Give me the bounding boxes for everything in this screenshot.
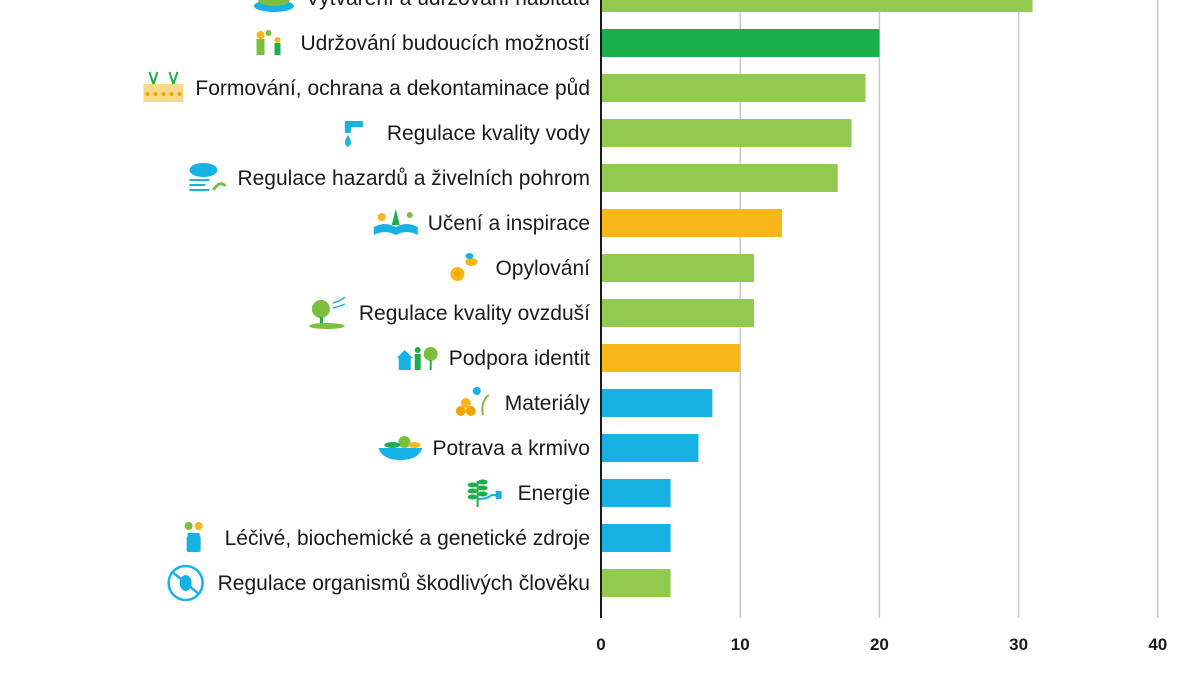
category-label: Vytváření a udržování habitatů: [306, 0, 590, 10]
bar: [601, 254, 755, 282]
storm-cloud-icon: [189, 163, 227, 191]
plant-plug-icon: [467, 479, 502, 507]
category-label: Formování, ochrana a dekontaminace půd: [195, 77, 590, 100]
tree-wind-icon: [308, 296, 346, 329]
bar: [601, 344, 741, 372]
category-label: Energie: [518, 482, 590, 505]
category-label: Léčivé, biochemické a genetické zdroje: [225, 527, 590, 550]
category-labels: Vytváření a udržování habitatů Udržování …: [195, 0, 590, 595]
x-tick-label: 30: [1009, 635, 1028, 654]
category-label: Regulace organismů škodlivých člověku: [218, 572, 590, 595]
bar: [601, 209, 782, 237]
x-tick-label: 0: [596, 635, 605, 654]
house-person-tree-icon: [396, 347, 438, 370]
category-label: Regulace kvality ovzduší: [359, 302, 590, 325]
category-label: Udržování budoucích možností: [301, 32, 591, 55]
pest-crossed-icon: [167, 564, 204, 602]
category-label: Materiály: [505, 392, 591, 415]
bar: [601, 119, 852, 147]
bar: [601, 434, 699, 462]
category-label: Potrava a krmivo: [432, 437, 590, 460]
x-tick-label: 40: [1148, 635, 1167, 654]
bar: [601, 164, 838, 192]
category-label: Regulace hazardů a živelních pohrom: [237, 167, 590, 190]
category-label: Učení a inspirace: [428, 212, 590, 235]
bar: [601, 0, 1033, 12]
category-label: Opylování: [495, 257, 590, 280]
bar: [601, 389, 713, 417]
bee-flower-icon: [450, 253, 478, 281]
bar: [601, 524, 671, 552]
bar: [601, 299, 755, 327]
bar: [601, 479, 671, 507]
habitat-icon: [253, 0, 294, 12]
x-tick-label: 20: [870, 635, 889, 654]
x-tick-label: 10: [731, 635, 750, 654]
soil-roots-icon: [143, 71, 184, 102]
bars: [601, 0, 1033, 597]
book-nature-icon: [373, 209, 418, 235]
water-tap-icon: [344, 121, 363, 147]
bar: [601, 569, 671, 597]
category-icons: [143, 0, 502, 602]
medicine-jar-icon: [184, 522, 203, 552]
category-label: Podpora identit: [449, 347, 590, 370]
logs-plant-icon: [455, 387, 490, 416]
bar: [601, 29, 880, 57]
bar: [601, 74, 866, 102]
x-axis: 0 10 20 30 40: [596, 0, 1167, 654]
food-bowl-icon: [378, 436, 423, 460]
category-label: Regulace kvality vody: [387, 122, 591, 145]
people-plant-icon: [256, 30, 281, 55]
